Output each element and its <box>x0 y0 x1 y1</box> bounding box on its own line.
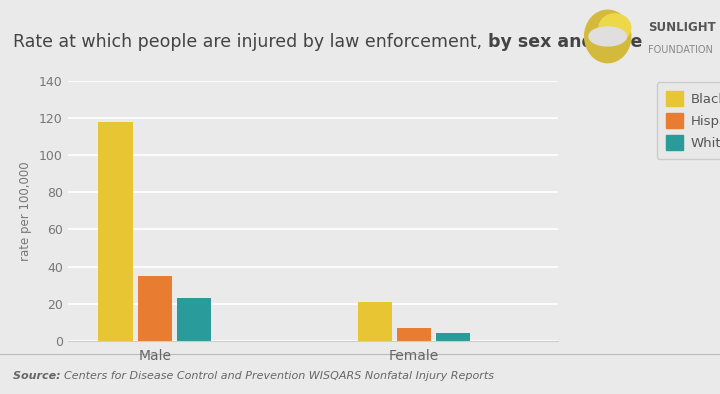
Text: by sex and race: by sex and race <box>487 33 642 51</box>
Bar <box>138 276 172 341</box>
Legend: Black, Hispanic, White: Black, Hispanic, White <box>657 82 720 159</box>
Text: SUNLIGHT: SUNLIGHT <box>648 21 716 34</box>
Bar <box>397 328 431 341</box>
Y-axis label: rate per 100,000: rate per 100,000 <box>19 161 32 260</box>
Bar <box>176 298 211 341</box>
Ellipse shape <box>585 10 631 63</box>
Bar <box>99 122 133 341</box>
Text: FOUNDATION: FOUNDATION <box>648 45 713 54</box>
Bar <box>436 333 470 341</box>
Text: Rate at which people are injured by law enforcement,: Rate at which people are injured by law … <box>13 33 487 51</box>
Text: Source:: Source: <box>13 371 65 381</box>
Bar <box>358 302 392 341</box>
Ellipse shape <box>599 14 631 41</box>
Text: Centers for Disease Control and Prevention WISQARS Nonfatal Injury Reports: Centers for Disease Control and Preventi… <box>65 371 495 381</box>
Circle shape <box>589 27 626 46</box>
